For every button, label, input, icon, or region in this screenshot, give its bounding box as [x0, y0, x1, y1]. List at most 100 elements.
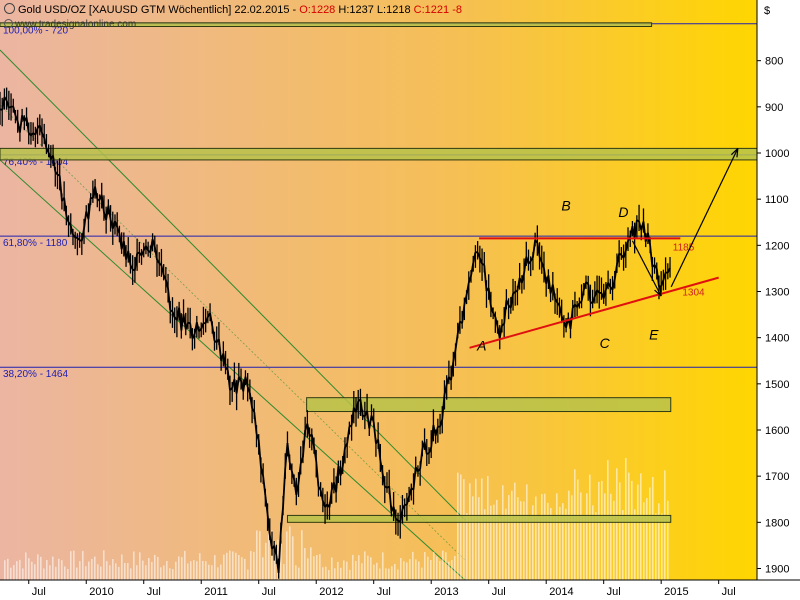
- volume-bar: [313, 556, 315, 580]
- volume-bar: [43, 568, 45, 580]
- price-segment: [63, 197, 68, 216]
- price-segment: [25, 117, 30, 134]
- price-segment: [543, 268, 548, 284]
- fib-label-3: 38,20% - 1464: [3, 369, 68, 380]
- price-segment: [349, 424, 352, 428]
- volume-bar: [184, 550, 186, 580]
- price-segment: [388, 486, 393, 512]
- volume-bar: [46, 560, 48, 580]
- volume-bar: [67, 568, 69, 580]
- volume-bar: [367, 555, 369, 580]
- price-segment: [80, 228, 85, 242]
- price-segment: [279, 506, 284, 532]
- volume-bar: [235, 552, 237, 580]
- price-segment: [483, 264, 488, 291]
- volume-bar: [400, 557, 402, 580]
- price-segment: [465, 282, 470, 296]
- volume-bar: [574, 469, 576, 580]
- volume-bar: [265, 542, 267, 580]
- price-segment: [450, 361, 455, 381]
- volume-bar: [613, 500, 615, 580]
- watermark-text: www.tradesignalonline.com: [15, 19, 137, 30]
- price-segment: [268, 534, 273, 549]
- volume-bar: [457, 472, 459, 580]
- volume-bar: [502, 485, 504, 580]
- volume-bar: [424, 552, 426, 580]
- price-segment: [534, 239, 539, 244]
- price-segment: [498, 325, 503, 339]
- volume-bar: [376, 562, 378, 580]
- volume-bar: [199, 553, 201, 580]
- price-segment: [43, 137, 48, 149]
- fib-label-1: 76,40% - 1004: [3, 157, 68, 168]
- price-segment: [359, 399, 364, 416]
- volume-bar: [250, 551, 252, 580]
- pattern-lines: 1185 1304 A B C D E: [469, 147, 739, 353]
- price-segment: [509, 293, 514, 308]
- volume-bar: [325, 566, 327, 580]
- price-segment: [439, 419, 444, 427]
- volume-bar: [229, 550, 231, 580]
- volume-bar: [433, 551, 435, 580]
- price-segment: [461, 304, 466, 324]
- price-segment: [87, 197, 92, 220]
- low-value: L:1218: [376, 4, 411, 16]
- price-segment: [160, 265, 165, 276]
- watermark: www.tradesignalonline.com: [4, 19, 136, 30]
- price-segment: [253, 411, 258, 434]
- volume-bar: [388, 568, 390, 580]
- volume-bar: [337, 561, 339, 580]
- volume-bar: [139, 552, 141, 580]
- volume-bar: [622, 510, 624, 580]
- volume-bar: [373, 564, 375, 580]
- price-segment: [452, 349, 457, 362]
- price-segment: [470, 262, 475, 277]
- volume-bar: [301, 530, 303, 580]
- volume-bar: [211, 565, 213, 580]
- volume-bar: [91, 558, 93, 580]
- volume-bar: [175, 561, 177, 580]
- volume-bar: [664, 470, 666, 580]
- x-tick-label-10: Jul: [607, 586, 621, 598]
- volume-bar: [205, 561, 207, 580]
- price-segment: [547, 275, 552, 294]
- volume-bar: [658, 503, 660, 580]
- volume-bar: [37, 554, 39, 580]
- volume-bar: [187, 563, 189, 580]
- price-segment: [430, 424, 435, 448]
- y-tick-label-1700: 1700: [765, 471, 789, 483]
- volume-bar: [454, 555, 456, 580]
- price-segment: [341, 447, 346, 467]
- y-tick-label-900: 900: [765, 102, 783, 114]
- trend-channel: [0, 49, 466, 581]
- price-segment: [151, 238, 156, 247]
- price-segment: [578, 300, 583, 304]
- volume-bar: [427, 556, 429, 580]
- price-segment: [346, 426, 351, 444]
- price-segment: [335, 466, 340, 493]
- volume-bar: [145, 565, 147, 580]
- volume-bar: [544, 493, 546, 580]
- volume-bar: [238, 555, 240, 580]
- price-segment: [618, 252, 622, 256]
- y-axis: $800 900 1000 1100 1200 1300 1400 1500 1600 1700 1…: [757, 5, 789, 576]
- price-segment: [297, 463, 302, 484]
- change-value: -8: [452, 4, 462, 16]
- y-tick-label-1800: 1800: [765, 517, 789, 529]
- volume-bar: [499, 517, 501, 580]
- price-segment: [164, 279, 169, 289]
- price-segment: [127, 250, 132, 266]
- x-tick-label-2: Jul: [147, 586, 161, 598]
- y-tick-label-1300: 1300: [765, 287, 789, 299]
- price-segment: [200, 322, 205, 329]
- settings-circle-icon[interactable]: [4, 3, 15, 14]
- price-segment: [213, 340, 218, 344]
- volume-bar: [247, 569, 249, 580]
- volume-bar: [244, 558, 246, 580]
- volume-bar: [253, 551, 255, 580]
- price-segment: [406, 495, 410, 505]
- volume-bar: [445, 552, 447, 580]
- price-segment: [182, 313, 187, 330]
- price-segment: [494, 316, 499, 327]
